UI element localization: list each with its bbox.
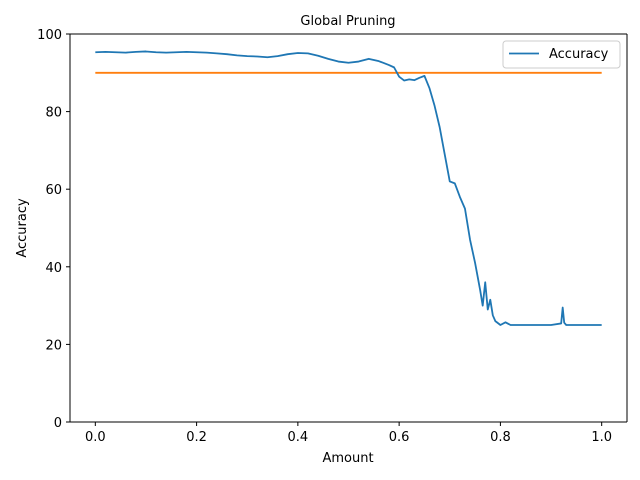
y-tick-label: 80 xyxy=(45,106,62,121)
x-axis-label: Amount xyxy=(322,451,373,466)
y-tick-label: 40 xyxy=(45,261,62,276)
plot-area xyxy=(70,34,627,422)
y-tick-label: 0 xyxy=(54,416,62,431)
x-tick-label: 1.0 xyxy=(591,430,612,445)
y-tick-label: 100 xyxy=(37,28,62,43)
x-axis-ticks: 0.0 0.2 0.4 0.6 0.8 1.0 xyxy=(85,422,612,445)
series-group xyxy=(95,50,602,326)
x-tick-label: 0.2 xyxy=(186,430,207,445)
y-tick-label: 60 xyxy=(45,183,62,198)
chart-title: Global Pruning xyxy=(300,14,395,29)
y-tick-label: 20 xyxy=(45,338,62,353)
axes-frame xyxy=(69,33,628,423)
x-tick-label: 0.8 xyxy=(490,430,511,445)
legend: Accuracy xyxy=(502,40,621,69)
series-line-accuracy xyxy=(95,50,602,326)
legend-label-accuracy: Accuracy xyxy=(549,47,609,62)
x-tick-label: 0.6 xyxy=(389,430,410,445)
x-tick-label: 0.0 xyxy=(85,430,106,445)
legend-box xyxy=(502,40,621,69)
y-axis-ticks: 0 20 40 60 80 100 xyxy=(37,28,70,431)
x-tick-label: 0.4 xyxy=(288,430,309,445)
y-axis-label: Accuracy xyxy=(15,198,30,258)
